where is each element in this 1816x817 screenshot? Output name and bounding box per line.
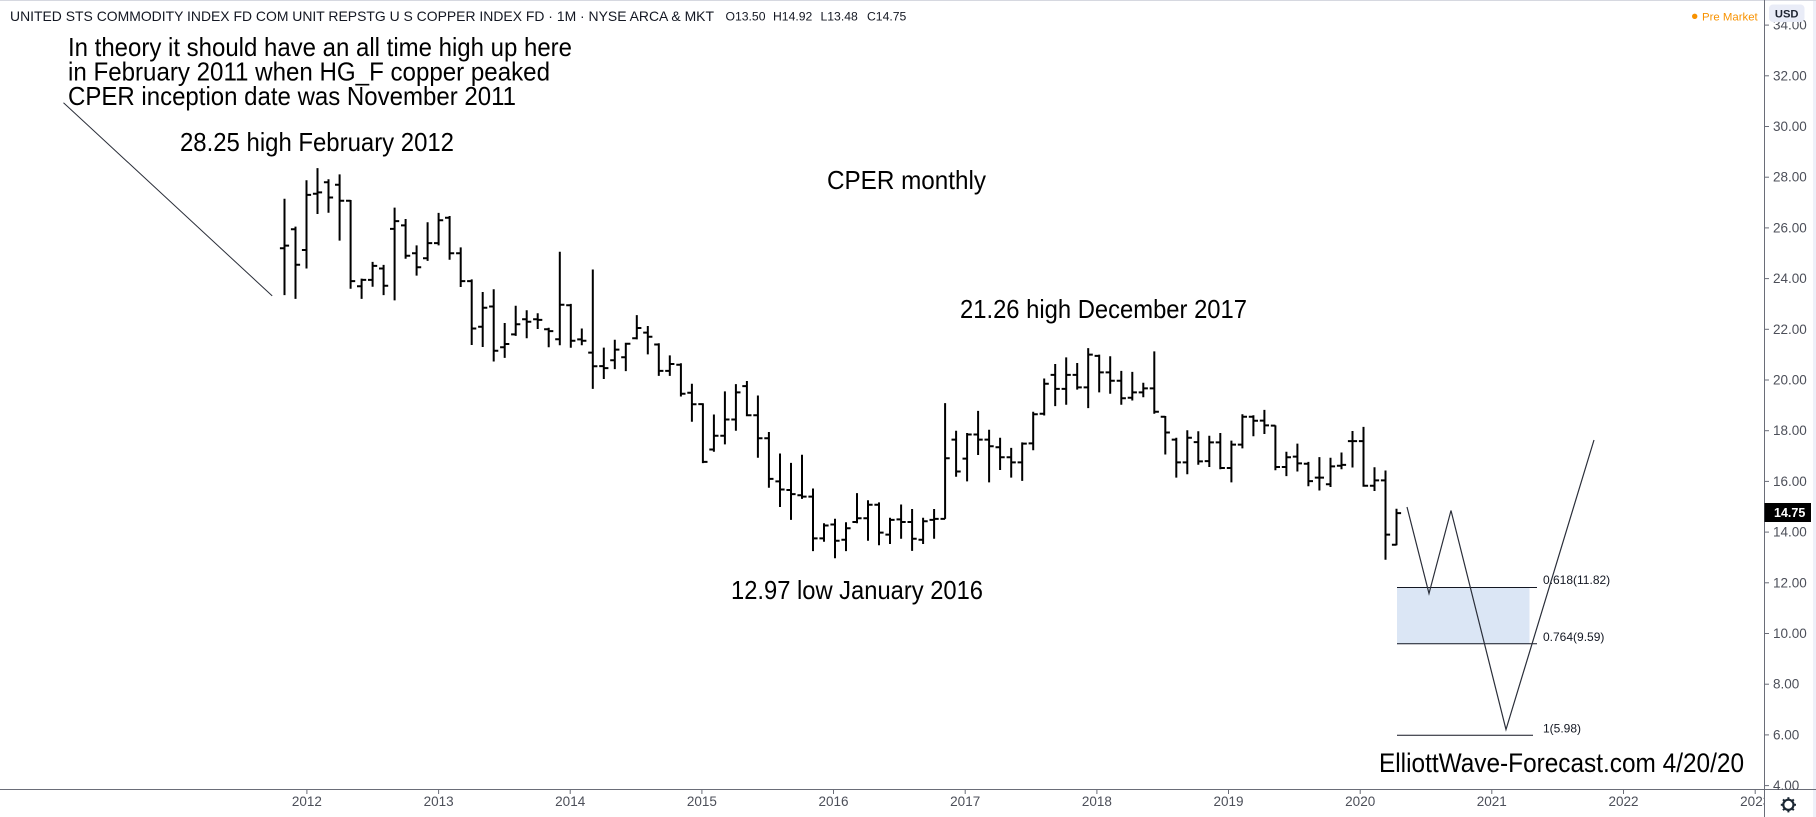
svg-text:2022: 2022 <box>1608 794 1638 809</box>
svg-text:L13.48: L13.48 <box>821 10 858 24</box>
svg-text:2016: 2016 <box>818 794 848 809</box>
svg-text:2018: 2018 <box>1082 794 1112 809</box>
svg-text:24.00: 24.00 <box>1773 271 1807 286</box>
svg-text:0.764(9.59): 0.764(9.59) <box>1543 630 1604 644</box>
svg-text:20.00: 20.00 <box>1773 373 1807 388</box>
svg-text:6.00: 6.00 <box>1773 727 1799 742</box>
svg-text:2023: 2023 <box>1740 794 1770 809</box>
svg-text:2012: 2012 <box>292 794 322 809</box>
svg-text:30.00: 30.00 <box>1773 119 1807 134</box>
svg-text:UNITED STS COMMODITY INDEX FD: UNITED STS COMMODITY INDEX FD COM UNIT R… <box>10 8 714 24</box>
svg-text:12.00: 12.00 <box>1773 575 1807 590</box>
svg-text:21.26 high December 2017: 21.26 high December 2017 <box>960 294 1247 324</box>
svg-text:2020: 2020 <box>1345 794 1375 809</box>
svg-text:28.25 high February 2012: 28.25 high February 2012 <box>180 127 454 157</box>
svg-text:CPER inception date was Novemb: CPER inception date was November 2011 <box>68 81 516 111</box>
svg-text:1(5.98): 1(5.98) <box>1543 722 1581 736</box>
svg-text:32.00: 32.00 <box>1773 68 1807 83</box>
svg-text:18.00: 18.00 <box>1773 423 1807 438</box>
svg-text:Pre Market: Pre Market <box>1702 12 1759 24</box>
svg-text:12.97 low January 2016: 12.97 low January 2016 <box>731 575 983 605</box>
svg-text:USD: USD <box>1775 9 1799 21</box>
svg-text:22.00: 22.00 <box>1773 322 1807 337</box>
svg-text:2019: 2019 <box>1213 794 1243 809</box>
svg-text:0.618(11.82): 0.618(11.82) <box>1543 573 1610 587</box>
svg-text:2021: 2021 <box>1477 794 1507 809</box>
svg-text:2014: 2014 <box>555 794 586 809</box>
svg-text:C14.75: C14.75 <box>867 10 907 24</box>
svg-text:10.00: 10.00 <box>1773 626 1807 641</box>
svg-text:26.00: 26.00 <box>1773 220 1807 235</box>
svg-text:4.00: 4.00 <box>1773 778 1799 793</box>
svg-text:2017: 2017 <box>950 794 980 809</box>
svg-text:2015: 2015 <box>687 794 717 809</box>
svg-text:14.00: 14.00 <box>1773 525 1807 540</box>
svg-text:In theory it should have an al: In theory it should have an all time hig… <box>68 32 572 62</box>
svg-text:16.00: 16.00 <box>1773 474 1807 489</box>
svg-text:2013: 2013 <box>424 794 454 809</box>
svg-text:CPER monthly: CPER monthly <box>827 165 986 195</box>
svg-text:O13.50: O13.50 <box>726 10 766 24</box>
svg-text:H14.92: H14.92 <box>773 10 813 24</box>
svg-text:in February 2011 when HG_F cop: in February 2011 when HG_F copper peaked <box>68 57 550 87</box>
svg-text:8.00: 8.00 <box>1773 677 1799 692</box>
svg-text:14.75: 14.75 <box>1774 506 1805 520</box>
svg-text:28.00: 28.00 <box>1773 170 1807 185</box>
svg-text:ElliottWave-Forecast.com 4/20/: ElliottWave-Forecast.com 4/20/20 <box>1379 748 1744 778</box>
